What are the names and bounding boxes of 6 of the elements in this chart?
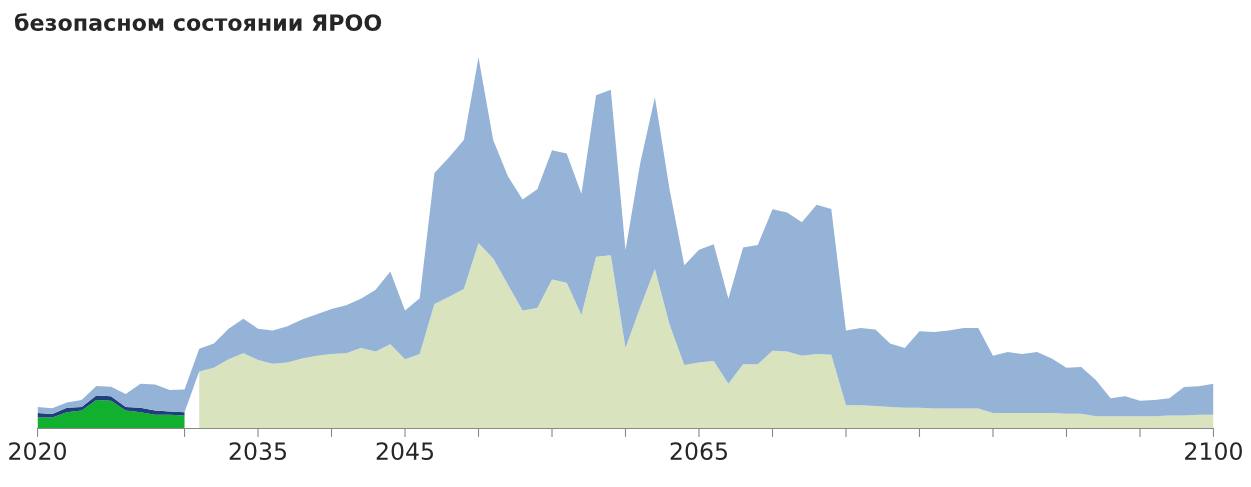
x-tick-label: 2045 (376, 442, 433, 461)
x-tick-label: 2020 (9, 442, 67, 461)
chart-title: безопасном состоянии ЯРОО (14, 13, 382, 31)
x-tick-label: 2100 (1185, 442, 1242, 461)
x-tick-label: 2065 (670, 442, 727, 461)
x-tick-label: 2035 (229, 442, 286, 461)
